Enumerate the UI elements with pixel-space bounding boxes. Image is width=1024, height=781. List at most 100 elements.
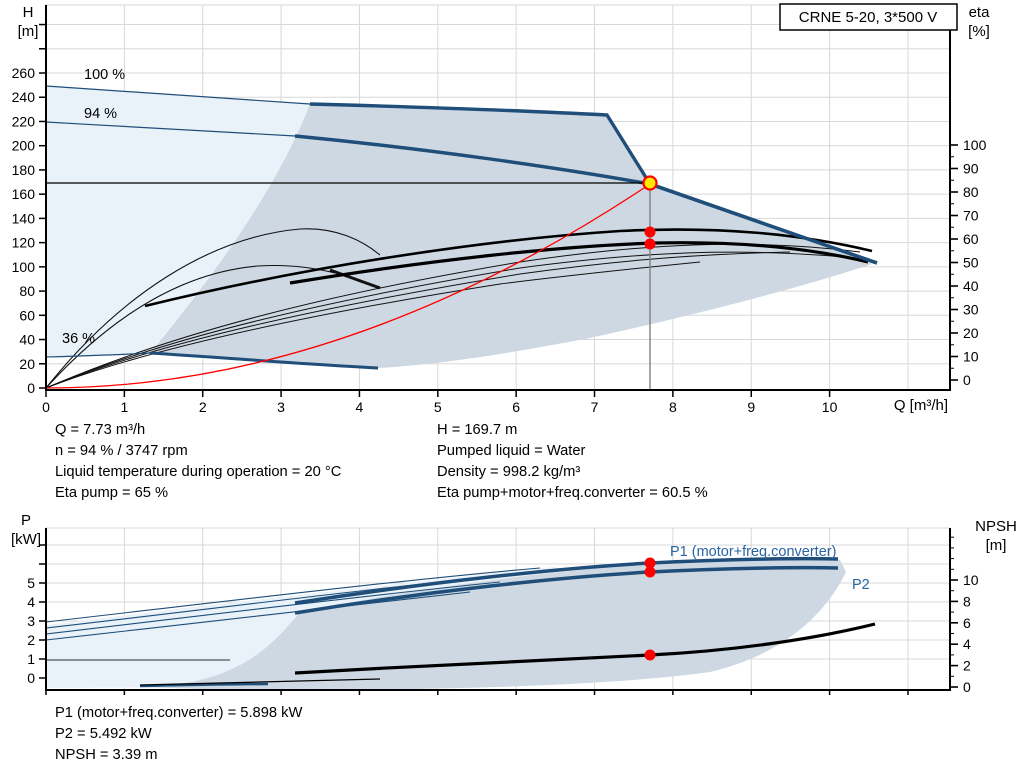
full-speed-range-region [46, 86, 310, 357]
h-tick-label: 160 [12, 186, 36, 202]
h-tick-label: 0 [27, 380, 35, 396]
axis-ticks: 0204060801001201401601802002202402600102… [12, 23, 987, 415]
eta-tick-label: 80 [963, 184, 979, 200]
npsh-tick-label: 8 [963, 593, 971, 609]
info-q: Q = 7.73 m³/h [55, 422, 146, 438]
eta-tick-label: 70 [963, 208, 979, 224]
duty-info-right: H = 169.7 m Pumped liquid = Water Densit… [437, 420, 708, 504]
p-tick-label: 1 [27, 651, 35, 667]
qh-100pct-thin-curve [45, 85, 311, 105]
eta-axis-title: eta [969, 4, 991, 21]
eta-tick-label: 100 [963, 137, 987, 153]
eta-tick-label: 20 [963, 325, 979, 341]
npsh-point[interactable] [644, 649, 656, 661]
q-tick-label: 8 [669, 399, 677, 415]
p2-point[interactable] [644, 566, 656, 578]
q-tick-label: 3 [277, 399, 285, 415]
p1-curve [294, 556, 839, 605]
q-tick-label: 10 [822, 399, 838, 415]
q-tick-label: 4 [356, 399, 364, 415]
p-tick-label: 3 [27, 613, 35, 629]
eta-tick-label: 50 [963, 255, 979, 271]
p-axis-unit: [kW] [11, 531, 41, 548]
npsh-tick-label: 10 [963, 572, 979, 588]
eta-total-curve [289, 241, 869, 285]
p2-curve [294, 565, 839, 615]
h-axis-title: H [23, 4, 34, 21]
power-info-block: P1 (motor+freq.converter) = 5.898 kW P2 … [55, 703, 302, 766]
h-tick-label: 260 [12, 65, 36, 81]
qh-min-speed-thin-curve [45, 352, 151, 358]
eta-tick-label: 0 [963, 372, 971, 388]
eta-pump-curve [144, 228, 873, 308]
power-npsh-chart: 0 1 2 3 4 5 0 2 4 6 8 10 P [kW] NPSH [m] P1 (motor+… [11, 512, 1017, 695]
npsh-tick-label: 6 [963, 615, 971, 631]
speed-94-label: 94 % [84, 106, 117, 122]
p2-curve-label: P2 [852, 577, 870, 593]
speed-100-label: 100 % [84, 67, 125, 83]
h-tick-label: 180 [12, 162, 36, 178]
qh-94pct-duty-curve [294, 134, 651, 186]
h-tick-label: 40 [19, 332, 35, 348]
q-tick-label: 6 [512, 399, 520, 415]
info-eta-total: Eta pump+motor+freq.converter = 60.5 % [437, 485, 708, 501]
q-tick-label: 2 [199, 399, 207, 415]
info-density: Density = 998.2 kg/m³ [437, 464, 581, 480]
q-tick-label: 0 [42, 399, 50, 415]
q-tick-label: 7 [591, 399, 599, 415]
eta-tick-label: 30 [963, 302, 979, 318]
duty-info-left: Q = 7.73 m³/h n = 94 % / 3747 rpm Liquid… [55, 420, 341, 504]
npsh-axis-title: NPSH [975, 518, 1017, 535]
system-curve [45, 183, 651, 389]
pump-title: CRNE 5-20, 3*500 V [799, 9, 937, 26]
npsh-tick-label: 0 [963, 679, 971, 695]
info-npsh: NPSH = 3.39 m [55, 747, 158, 763]
eta-pump-point[interactable] [644, 226, 656, 238]
h-tick-label: 220 [12, 113, 36, 129]
axis-ticks: 0 1 2 3 4 5 0 2 4 6 8 10 [27, 536, 979, 695]
power-envelope-region [140, 559, 846, 690]
eta-total-point[interactable] [644, 238, 656, 250]
p-tick-label: 5 [27, 575, 35, 591]
h-tick-label: 200 [12, 138, 36, 154]
q-tick-label: 1 [120, 399, 128, 415]
h-tick-label: 60 [19, 307, 35, 323]
h-tick-label: 80 [19, 283, 35, 299]
info-p1: P1 (motor+freq.converter) = 5.898 kW [55, 705, 303, 721]
p1-point[interactable] [644, 557, 656, 569]
h-tick-label: 140 [12, 210, 36, 226]
qh-94pct-thin-curve [45, 121, 296, 137]
operating-envelope-region [150, 104, 872, 368]
eta-tick-label: 10 [963, 349, 979, 365]
qh-100pct-max-curve [309, 102, 652, 185]
npsh-axis-unit: [m] [986, 537, 1007, 554]
info-speed: n = 94 % / 3747 rpm [55, 443, 188, 459]
pump-title-box [779, 3, 958, 31]
qh-envelope-right-curve [649, 182, 878, 265]
duty-point[interactable] [642, 175, 658, 191]
npsh-tick-label: 2 [963, 658, 971, 674]
info-h: H = 169.7 m [437, 422, 518, 438]
eta-axis-unit: [%] [968, 23, 990, 40]
q-tick-label: 5 [434, 399, 442, 415]
q-axis-title: Q [m³/h] [894, 397, 948, 414]
npsh-tick-label: 4 [963, 636, 971, 652]
p-tick-label: 0 [27, 670, 35, 686]
qh-chart: 0204060801001201401601802002202402600102… [12, 3, 991, 415]
info-eta-pump: Eta pump = 65 % [55, 485, 169, 501]
h-tick-label: 20 [19, 356, 35, 372]
speed-36-label: 36 % [62, 331, 95, 347]
h-tick-label: 120 [12, 235, 36, 251]
h-tick-label: 240 [12, 89, 36, 105]
eta-tick-label: 40 [963, 278, 979, 294]
info-pumped-liquid: Pumped liquid = Water [437, 443, 586, 459]
p-axis-title: P [21, 512, 31, 529]
info-p2: P2 = 5.492 kW [55, 726, 152, 742]
h-tick-label: 100 [12, 259, 36, 275]
p-tick-label: 2 [27, 632, 35, 648]
npsh-min-curve [139, 678, 381, 686]
h-axis-unit: [m] [18, 23, 39, 40]
npsh-curve [294, 622, 876, 675]
eta-tick-label: 60 [963, 231, 979, 247]
p1-curve-label: P1 (motor+freq.converter) [670, 544, 836, 560]
